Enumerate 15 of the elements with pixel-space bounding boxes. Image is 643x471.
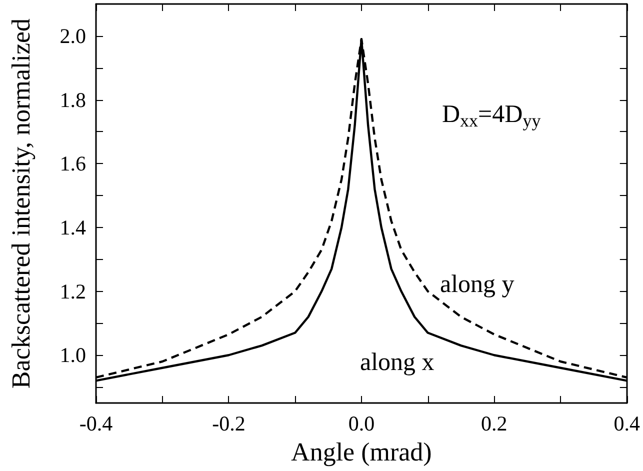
series-label: along y (440, 271, 515, 298)
y-tick-label: 1.4 (60, 215, 86, 240)
x-tick-label: 0.0 (348, 412, 375, 436)
x-tick-label: -0.2 (212, 412, 246, 436)
y-tick-label: 1.8 (60, 88, 86, 112)
y-tick-label: 1.2 (60, 279, 86, 304)
y-tick-label: 1.0 (60, 343, 86, 368)
x-tick-label: -0.4 (79, 412, 114, 436)
x-tick-label: 0.2 (481, 412, 508, 436)
y-tick-label: 2.0 (60, 24, 86, 48)
x-tick-label: 0.4 (614, 412, 640, 436)
series-label: along x (360, 349, 435, 376)
y-tick-label: 1.6 (60, 152, 86, 176)
x-axis-title: Angle (mrad) (291, 437, 432, 466)
y-axis-title: Backscattered intensity, normalized (6, 18, 36, 389)
